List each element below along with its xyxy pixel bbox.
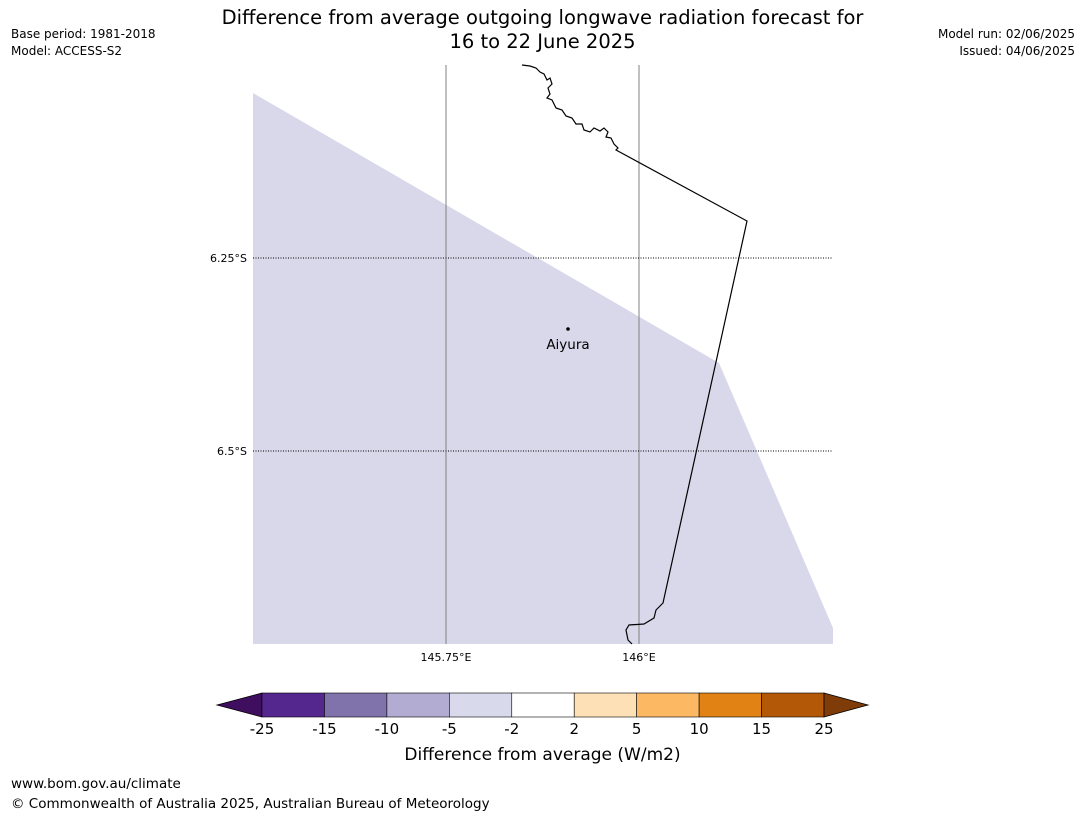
lon-label-145-75: 145.75°E [421, 651, 472, 664]
colorbar-arrow-low [215, 692, 263, 718]
colorbar-tick-label: 15 [752, 720, 772, 738]
forecast-map: Aiyura 6.25°S 6.5°S 145.75°E 146°E [210, 64, 833, 664]
colorbar-segment [449, 692, 513, 718]
colorbar-segment [573, 692, 637, 718]
colorbar-tick-label: -5 [441, 720, 457, 738]
colorbar-tick-label: 10 [689, 720, 709, 738]
colorbar-tick-label: 2 [569, 720, 579, 738]
lat-label-6-5: 6.5°S [217, 445, 247, 458]
colorbar-tick-label: 25 [814, 720, 834, 738]
colorbar-segment [324, 692, 388, 718]
footer-url: www.bom.gov.au/climate [11, 776, 181, 792]
colorbar-arrow-high [823, 692, 870, 718]
colorbar-tick-label: -15 [312, 720, 337, 738]
lat-label-6-25: 6.25°S [210, 252, 247, 265]
meta-left: Base period: 1981-2018 Model: ACCESS-S2 [11, 26, 156, 60]
title-line-2: 16 to 22 June 2025 [449, 30, 636, 53]
lon-label-146: 146°E [622, 651, 655, 664]
colorbar-segment [698, 692, 762, 718]
map-title: Difference from average outgoing longwav… [0, 6, 1085, 54]
colorbar-segment [761, 692, 825, 718]
model-text: Model: ACCESS-S2 [11, 44, 123, 58]
colorbar-segment [636, 692, 700, 718]
meta-right: Model run: 02/06/2025 Issued: 04/06/2025 [938, 26, 1075, 60]
colorbar [215, 692, 870, 718]
title-line-1: Difference from average outgoing longwav… [221, 6, 864, 29]
colorbar-segment [511, 692, 575, 718]
model-run-text: Model run: 02/06/2025 [937, 27, 1075, 41]
coastline-boundary [521, 64, 748, 645]
footer-copyright: © Commonwealth of Australia 2025, Austra… [11, 796, 490, 812]
colorbar-tick-label: -2 [504, 720, 520, 738]
issued-text: Issued: 04/06/2025 [959, 44, 1075, 58]
colorbar-ticks: -25 -15 -10 -5 -2 2 5 10 15 25 [0, 720, 1085, 740]
colorbar-segment [386, 692, 450, 718]
colorbar-tick-label: -10 [374, 720, 400, 738]
colorbar-tick-label: 5 [631, 720, 642, 738]
anomaly-fill-region [253, 93, 833, 644]
base-period-text: Base period: 1981-2018 [11, 27, 156, 41]
aiyura-marker [566, 327, 570, 331]
colorbar-label: Difference from average (W/m2) [404, 745, 681, 765]
aiyura-label: Aiyura [546, 337, 589, 353]
colorbar-tick-label: -25 [249, 720, 275, 738]
colorbar-segments [215, 692, 870, 718]
colorbar-segment [261, 692, 325, 718]
